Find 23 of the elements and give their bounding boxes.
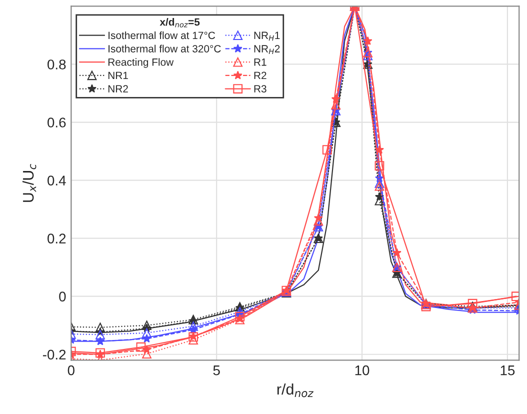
legend-label: NR$_{H}$1 [254, 32, 280, 41]
y-tick-label: -0.2 [42, 350, 66, 360]
legend-label: NR$_{H}$2 [254, 45, 280, 54]
x-tick-label: 15 [500, 366, 515, 376]
x-tick-label: 0 [68, 365, 74, 376]
x-axis-title: r/d$_{noz}$ [277, 383, 314, 398]
legend-label: Isothermal flow at 17°C [108, 31, 216, 40]
legend-label: R1 [254, 58, 266, 66]
legend-label: R2 [254, 72, 266, 80]
y-axis-title: U$_{x}$/U$_{c}$ [22, 164, 36, 202]
legend-label: Reacting Flow [108, 58, 174, 68]
legend-label: NR1 [108, 72, 128, 80]
legend-label: R3 [254, 85, 266, 93]
y-tick-label: 0.6 [48, 118, 66, 128]
legend-label: Isothermal flow at 320°C [108, 44, 221, 52]
x-tick-label: 5 [213, 366, 220, 376]
x-tick-label: 10 [355, 365, 370, 376]
legend-title: x/d$_{noz}$=5 [160, 18, 200, 28]
y-tick-label: 0.2 [48, 234, 66, 244]
y-tick-label: 0.4 [48, 176, 66, 186]
y-tick-label: 0.8 [48, 60, 66, 70]
legend-label: NR2 [108, 85, 128, 92]
y-tick-label: 0 [59, 292, 66, 302]
